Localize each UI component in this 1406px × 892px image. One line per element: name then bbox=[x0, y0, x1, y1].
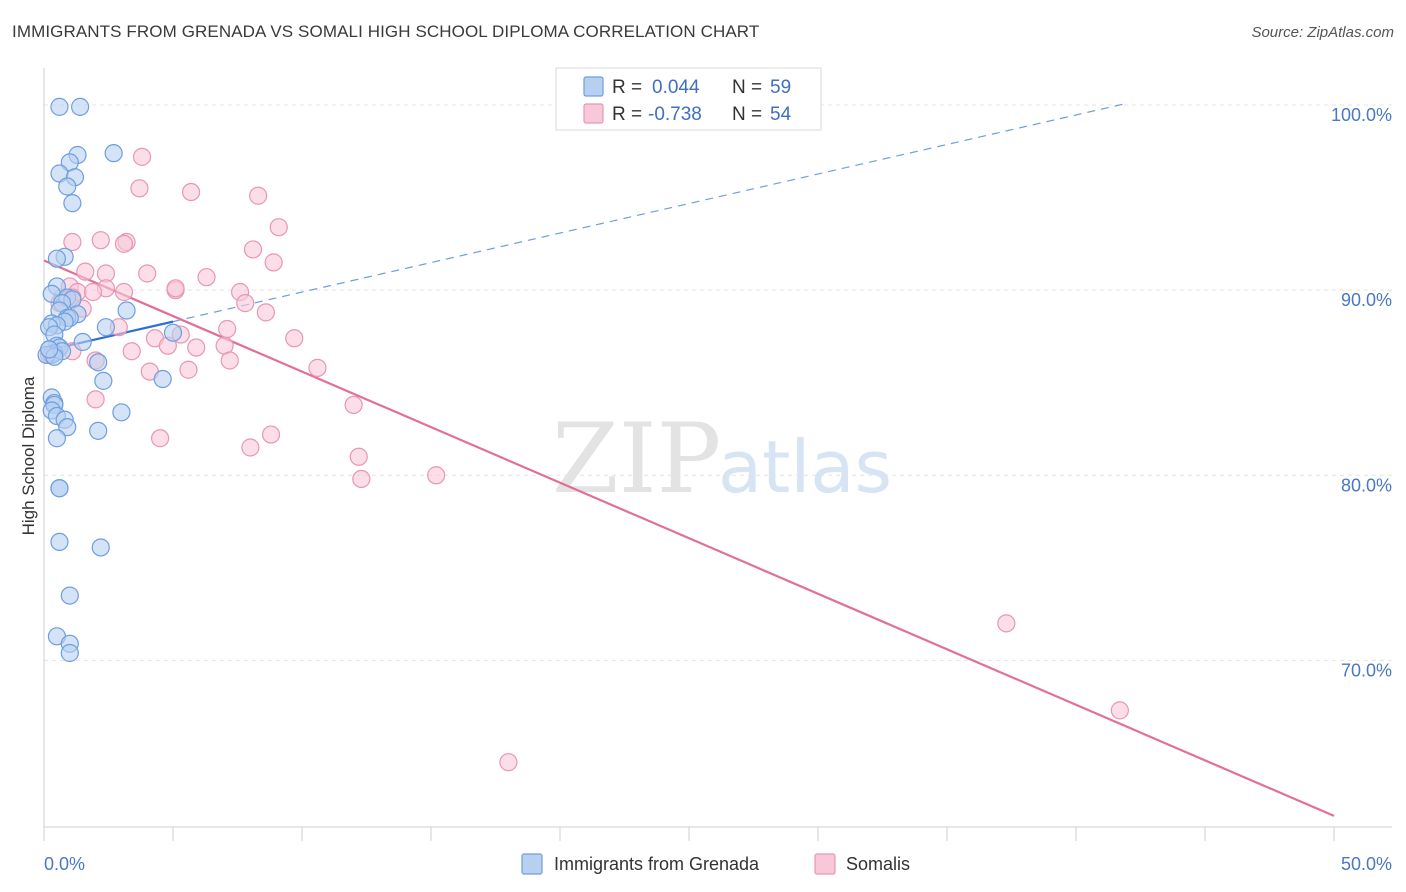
trend-line-somalis bbox=[43, 259, 1335, 817]
point-somalis bbox=[166, 279, 185, 298]
point-grenada bbox=[63, 194, 82, 213]
point-somalis bbox=[114, 282, 134, 302]
point-somalis bbox=[83, 282, 103, 302]
point-somalis bbox=[249, 186, 268, 205]
legend-n-label-1: N = bbox=[732, 77, 762, 98]
point-somalis bbox=[1110, 701, 1129, 720]
point-somalis bbox=[427, 466, 446, 485]
legend-r-value-1: 0.044 bbox=[652, 77, 700, 98]
data-points bbox=[37, 97, 1129, 772]
point-grenada bbox=[94, 371, 113, 390]
point-grenada bbox=[60, 586, 79, 605]
x-tick-label-end: 50.0% bbox=[1341, 854, 1392, 874]
x-tick-label-start: 0.0% bbox=[44, 854, 85, 874]
point-somalis bbox=[285, 329, 304, 348]
y-axis-label: High School Diploma bbox=[19, 376, 38, 535]
point-somalis bbox=[114, 234, 134, 253]
point-grenada bbox=[50, 97, 69, 116]
point-somalis bbox=[349, 447, 368, 466]
point-grenada bbox=[58, 177, 77, 196]
x-tick-labels: 0.0% 50.0% bbox=[44, 854, 1392, 874]
chart-title: IMMIGRANTS FROM GRENADA VS SOMALI HIGH S… bbox=[12, 22, 760, 41]
point-somalis bbox=[122, 342, 141, 361]
point-somalis bbox=[236, 294, 255, 313]
point-grenada bbox=[104, 144, 123, 163]
point-grenada bbox=[96, 318, 116, 337]
stats-legend: R = 0.044 N = 59 R = -0.738 N = 54 bbox=[555, 67, 822, 131]
y-tick-label-70: 70.0% bbox=[1341, 660, 1392, 680]
point-grenada bbox=[47, 249, 67, 268]
legend-r-label-1: R = bbox=[612, 77, 642, 98]
watermark: ZIP atlas bbox=[552, 403, 892, 515]
bottom-legend-swatch-pink bbox=[814, 853, 836, 875]
point-somalis bbox=[269, 218, 288, 237]
watermark-zip: ZIP bbox=[552, 403, 721, 515]
point-somalis bbox=[76, 262, 95, 281]
point-somalis bbox=[130, 179, 149, 198]
point-somalis bbox=[243, 240, 263, 259]
point-grenada bbox=[89, 421, 108, 440]
point-somalis bbox=[997, 614, 1016, 633]
y-tick-labels: 70.0% 80.0% 90.0% 100.0% bbox=[1331, 105, 1392, 680]
axes bbox=[43, 68, 1392, 841]
legend-swatch-blue bbox=[583, 76, 604, 97]
point-somalis bbox=[181, 182, 201, 202]
watermark-atlas: atlas bbox=[718, 425, 892, 509]
legend-n-value-1: 59 bbox=[770, 77, 791, 98]
point-grenada bbox=[89, 353, 108, 372]
point-somalis bbox=[86, 390, 105, 409]
point-somalis bbox=[197, 268, 216, 287]
point-somalis bbox=[308, 358, 327, 377]
point-grenada bbox=[58, 418, 77, 437]
bottom-legend-swatch-blue bbox=[521, 853, 543, 875]
legend-r-label-2: R = bbox=[612, 104, 642, 125]
point-somalis bbox=[63, 232, 82, 252]
point-grenada bbox=[153, 369, 172, 389]
point-grenada bbox=[91, 538, 110, 557]
point-somalis bbox=[344, 395, 363, 415]
point-somalis bbox=[218, 319, 237, 339]
point-somalis bbox=[91, 231, 110, 250]
point-somalis bbox=[220, 351, 239, 370]
point-grenada bbox=[50, 532, 69, 552]
legend-r-value-2: -0.738 bbox=[648, 104, 702, 125]
point-somalis bbox=[179, 360, 198, 379]
point-somalis bbox=[138, 264, 157, 283]
point-grenada bbox=[73, 332, 92, 352]
point-somalis bbox=[352, 469, 371, 489]
point-grenada bbox=[112, 403, 131, 422]
bottom-legend-label-somalis: Somalis bbox=[846, 854, 910, 874]
trend-line-grenada-dashed bbox=[172, 102, 1128, 323]
point-grenada bbox=[50, 479, 69, 498]
point-somalis bbox=[187, 338, 206, 357]
point-grenada bbox=[117, 301, 136, 320]
point-somalis bbox=[264, 253, 283, 272]
source-label: Source: ZipAtlas.com bbox=[1251, 24, 1394, 41]
y-tick-label-100: 100.0% bbox=[1331, 105, 1392, 125]
series-legend: Immigrants from Grenada Somalis bbox=[521, 853, 910, 875]
point-grenada bbox=[71, 97, 90, 116]
point-somalis bbox=[499, 753, 518, 772]
bottom-legend-label-grenada: Immigrants from Grenada bbox=[554, 854, 760, 874]
point-grenada bbox=[60, 643, 79, 663]
y-tick-label-90: 90.0% bbox=[1341, 290, 1392, 310]
legend-n-label-2: N = bbox=[732, 104, 762, 125]
point-grenada bbox=[163, 323, 183, 342]
y-tick-label-80: 80.0% bbox=[1341, 475, 1392, 495]
legend-n-value-2: 54 bbox=[770, 104, 792, 125]
point-grenada bbox=[47, 429, 67, 448]
point-somalis bbox=[132, 147, 152, 166]
legend-swatch-pink bbox=[583, 103, 604, 124]
grid-lines bbox=[44, 104, 1392, 661]
point-somalis bbox=[241, 438, 260, 457]
point-somalis bbox=[151, 429, 170, 448]
point-somalis bbox=[256, 303, 275, 322]
point-somalis bbox=[261, 425, 281, 444]
point-grenada bbox=[40, 340, 59, 359]
